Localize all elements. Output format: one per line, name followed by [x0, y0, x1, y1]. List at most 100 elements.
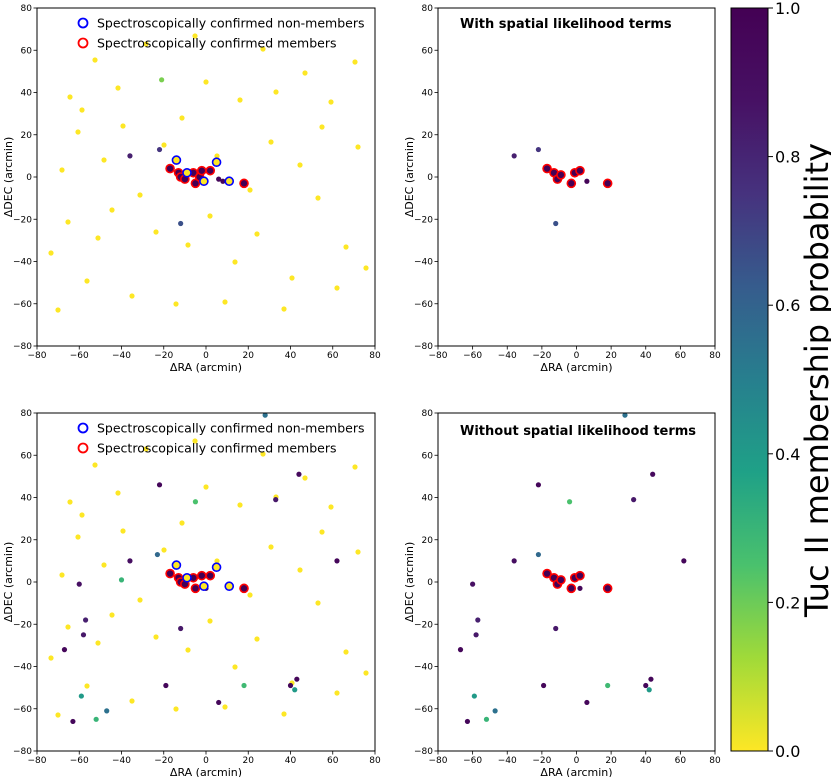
y-tick-label: −60 — [414, 705, 433, 715]
y-tick-label: 20 — [422, 131, 434, 141]
star-point — [84, 278, 90, 284]
star-point — [268, 139, 274, 145]
x-tick-label: 40 — [285, 756, 297, 766]
x-tick-label: 20 — [243, 351, 255, 361]
y-tick-label: −60 — [13, 705, 32, 715]
star-point — [84, 683, 90, 689]
x-tick-label: 80 — [709, 756, 721, 766]
axes: −80 −60 −40 −20 0 20 40 60 80 −80 −60 −40 −20 0 20 40 60… — [2, 409, 381, 777]
x-tick-label: 40 — [640, 756, 652, 766]
star-point — [55, 712, 61, 718]
star-point — [79, 512, 85, 518]
star-point — [143, 446, 149, 452]
star-point — [352, 59, 358, 65]
star-point — [92, 57, 98, 63]
y-tick-label: 60 — [21, 451, 33, 461]
star-point — [61, 647, 68, 653]
legend: Spectroscopically confirmed non-members … — [77, 421, 364, 456]
star-point — [553, 220, 559, 227]
colorbar-tick-label: 1.0 — [775, 0, 800, 18]
star-point — [343, 649, 349, 655]
star-point — [101, 562, 107, 568]
legend-nonmember-label: Spectroscopically confirmed non-members — [97, 421, 364, 436]
panel-top-left: −80 −60 −40 −20 0 20 40 60 80 −80 −60 −40 −20 0 20 40 60… — [2, 4, 381, 374]
colorbar-tick-label: 0.6 — [775, 296, 800, 315]
star-point — [260, 46, 266, 52]
star-point — [232, 259, 238, 265]
y-tick-label: 80 — [422, 4, 434, 14]
x-tick-label: −80 — [429, 756, 448, 766]
y-tick-label: −20 — [13, 215, 32, 225]
star-point — [67, 94, 73, 100]
star-point — [315, 195, 321, 201]
legend-nonmember-label: Spectroscopically confirmed non-members — [97, 16, 364, 31]
y-tick-label: −20 — [13, 620, 32, 630]
data-points — [61, 413, 340, 725]
star-point — [294, 676, 300, 682]
member-star — [602, 583, 613, 594]
y-tick-label: −20 — [414, 215, 433, 225]
y-axis-label: ΔDEC (arcmin) — [2, 137, 15, 218]
star-point — [292, 687, 298, 693]
nonmember-star — [224, 581, 235, 592]
legend-nonmember-marker — [77, 17, 89, 29]
x-tick-label: −60 — [70, 756, 89, 766]
y-tick-label: −80 — [13, 747, 32, 757]
star-point — [352, 464, 358, 470]
y-tick-label: −80 — [414, 747, 433, 757]
star-point — [178, 220, 184, 227]
x-tick-label: −20 — [154, 351, 173, 361]
star-point — [681, 558, 687, 564]
y-tick-label: −40 — [414, 663, 433, 673]
axes: −80 −60 −40 −20 0 20 40 60 80 −80 −60 −40 −20 0 20 40 60… — [2, 4, 381, 374]
x-tick-label: 60 — [327, 756, 339, 766]
star-point — [273, 89, 279, 95]
star-point — [643, 682, 649, 689]
nonmember-star — [211, 157, 222, 168]
star-point — [511, 153, 517, 159]
star-point — [159, 77, 165, 83]
colorbar-tick-label: 0.0 — [775, 742, 800, 761]
star-point — [104, 708, 110, 714]
star-point — [273, 497, 279, 503]
y-tick-label: 0 — [427, 173, 433, 183]
x-tick-label: 0 — [203, 351, 209, 361]
star-point — [75, 129, 81, 135]
star-point — [315, 600, 321, 606]
star-point — [137, 597, 143, 603]
x-tick-label: 60 — [327, 351, 339, 361]
star-point — [302, 70, 308, 76]
star-point — [95, 235, 101, 241]
star-point — [143, 41, 149, 47]
star-point — [120, 528, 126, 534]
star-point — [55, 307, 61, 313]
x-tick-label: −20 — [532, 756, 551, 766]
data-points — [457, 413, 687, 725]
member-star — [556, 575, 566, 585]
star-point — [216, 699, 222, 706]
star-point — [127, 558, 133, 564]
panel-top-right: −80 −60 −40 −20 0 20 40 60 80 −80 −60 −40 −20 0 20 40 60… — [403, 4, 721, 374]
y-tick-label: 0 — [26, 578, 32, 588]
star-point — [207, 618, 213, 624]
star-point — [120, 123, 126, 129]
member-star — [566, 178, 577, 189]
star-point — [650, 471, 656, 477]
legend-member-label: Spectroscopically confirmed members — [97, 36, 336, 51]
star-point — [48, 250, 54, 256]
star-point — [363, 670, 369, 676]
star-point — [203, 79, 209, 85]
star-point — [492, 708, 498, 714]
star-point — [153, 634, 159, 640]
star-point — [483, 716, 490, 722]
star-point — [173, 706, 179, 712]
star-point — [179, 520, 185, 526]
member-star — [205, 165, 216, 176]
y-tick-label: 40 — [21, 494, 33, 504]
star-point — [109, 612, 115, 618]
member-star — [575, 165, 585, 176]
y-tick-label: 0 — [427, 578, 433, 588]
star-point — [241, 682, 247, 689]
colorbar-ticks: 0.0 0.2 0.4 0.6 0.8 1.0 — [768, 0, 800, 761]
star-point — [80, 632, 87, 638]
